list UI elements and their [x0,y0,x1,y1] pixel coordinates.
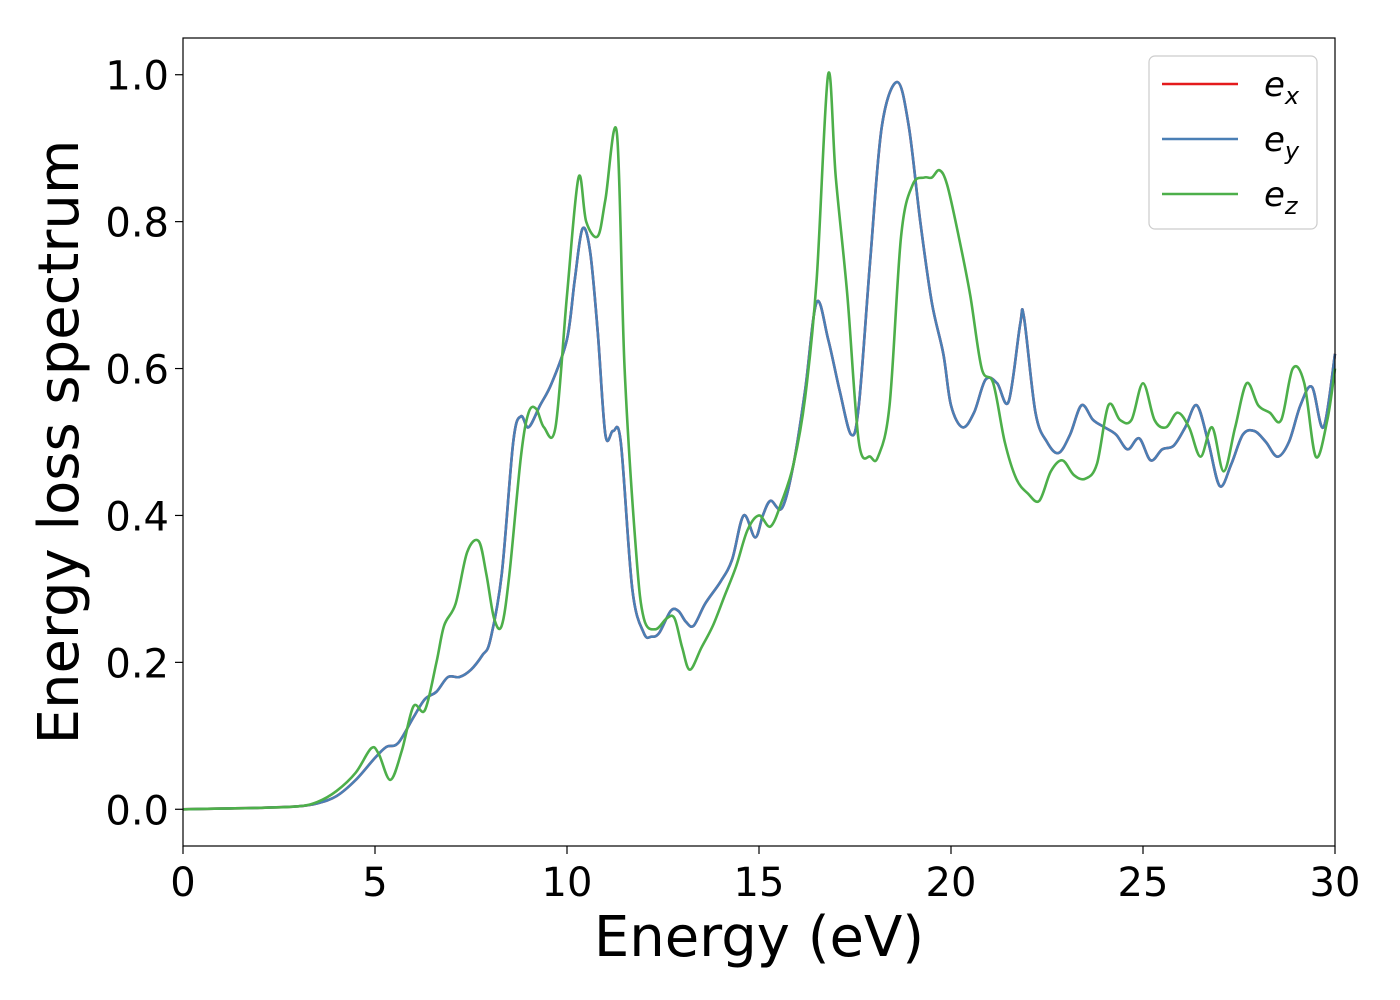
x-axis-title: Energy (eV) [594,905,924,970]
legend-box [1148,55,1318,230]
x-tick-label: 0 [170,860,195,906]
y-tick-label: 0.8 [105,201,169,247]
series-layer [182,71,1337,811]
x-tick-label: 30 [1310,860,1361,906]
y-axis-title: Energy loss spectrum [27,140,92,745]
x-tick-label: 20 [926,860,977,906]
y-ticks: 0.0 0.2 0.4 0.6 0.8 1.0 [105,54,183,834]
y-tick-label: 0.2 [105,641,169,687]
x-tick-label: 15 [734,860,785,906]
series-line-ez [182,71,1337,811]
y-tick-label: 0.6 [105,348,169,394]
x-ticks: 0 5 10 15 20 25 30 [170,846,1360,906]
y-tick-label: 0.4 [105,494,169,540]
x-tick-label: 5 [362,860,387,906]
x-tick-label: 25 [1118,860,1169,906]
y-tick-label: 0.0 [105,788,169,834]
y-tick-label: 1.0 [105,54,169,100]
x-tick-label: 10 [542,860,593,906]
